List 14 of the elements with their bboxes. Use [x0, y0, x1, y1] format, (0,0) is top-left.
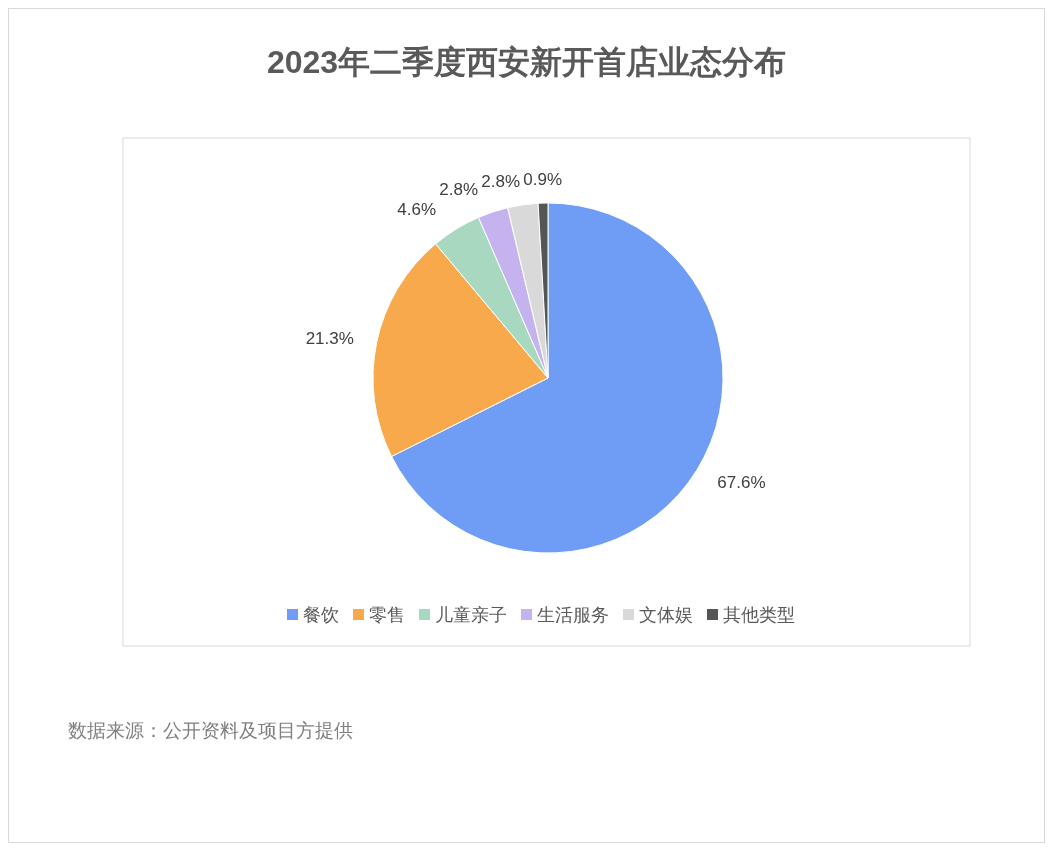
legend-label: 生活服务	[537, 605, 609, 626]
chart-title: 2023年二季度西安新开首店业态分布	[266, 44, 787, 80]
data-label: 21.3%	[305, 328, 354, 348]
legend-label: 零售	[369, 605, 405, 626]
legend-label: 儿童亲子	[435, 605, 507, 626]
legend-label: 文体娱	[639, 605, 693, 626]
source-note: 数据来源：公开资料及项目方提供	[68, 719, 353, 741]
legend-label: 其他类型	[723, 605, 795, 626]
data-label: 67.6%	[717, 473, 766, 493]
data-label: 2.8%	[481, 172, 521, 192]
legend-label: 餐饮	[303, 605, 339, 626]
data-label: 0.9%	[523, 170, 563, 190]
data-label: 2.8%	[439, 180, 479, 200]
data-label: 4.6%	[397, 199, 437, 219]
